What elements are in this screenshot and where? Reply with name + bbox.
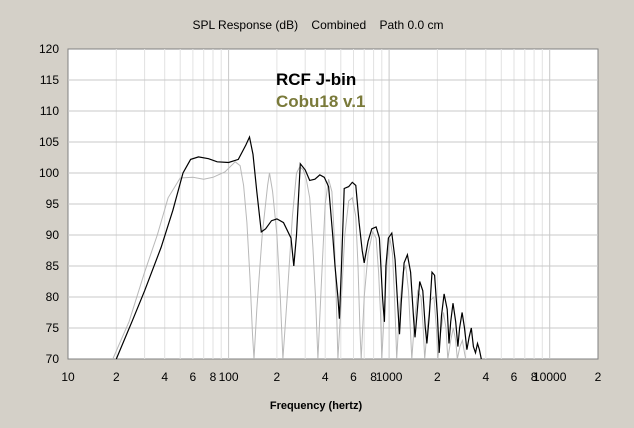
y-tick-label-5: 95 — [46, 197, 60, 211]
legend-entry-1: Cobu18 v.1 — [276, 92, 365, 111]
y-tick-label-6: 100 — [39, 166, 59, 180]
y-tick-label-1: 75 — [46, 321, 60, 335]
x-tick-label-10: 1000 — [376, 370, 403, 384]
y-tick-label-10: 120 — [39, 42, 59, 56]
x-tick-label-13: 6 — [511, 370, 518, 384]
y-tick-label-0: 70 — [46, 352, 60, 366]
x-tick-label-12: 4 — [482, 370, 489, 384]
x-tick-label-6: 2 — [274, 370, 281, 384]
x-tick-label-2: 4 — [161, 370, 168, 384]
y-tick-label-3: 85 — [46, 259, 60, 273]
x-tick-label-7: 4 — [322, 370, 329, 384]
y-axis-tick-labels: 70 75 80 85 90 95 100 105 110 115 120 — [39, 42, 59, 366]
x-tick-label-1: 2 — [113, 370, 120, 384]
y-tick-label-4: 90 — [46, 228, 60, 242]
x-tick-label-14: 8 — [531, 370, 538, 384]
series-layer — [112, 135, 482, 360]
y-tick-label-8: 110 — [40, 104, 59, 118]
y-tick-label-7: 105 — [39, 135, 59, 149]
x-tick-label-9: 8 — [370, 370, 377, 384]
chart-title: SPL Response (dB) Combined Path 0.0 cm — [192, 18, 443, 32]
x-tick-label-16: 2 — [595, 370, 602, 384]
series-line-rcf-j-bin — [115, 135, 482, 360]
y-tick-label-9: 115 — [40, 73, 59, 87]
x-tick-label-0: 10 — [61, 370, 75, 384]
x-tick-label-11: 2 — [434, 370, 441, 384]
x-tick-label-15: 10000 — [533, 370, 567, 384]
x-tick-label-5: 100 — [219, 370, 239, 384]
y-tick-label-2: 80 — [46, 290, 60, 304]
x-tick-label-3: 6 — [190, 370, 197, 384]
x-axis-label: Frequency (hertz) — [270, 400, 363, 412]
x-tick-label-4: 8 — [210, 370, 217, 384]
x-tick-label-8: 6 — [350, 370, 357, 384]
legend-entry-0: RCF J-bin — [276, 70, 356, 89]
legend: RCF J-bin Cobu18 v.1 — [276, 70, 365, 111]
